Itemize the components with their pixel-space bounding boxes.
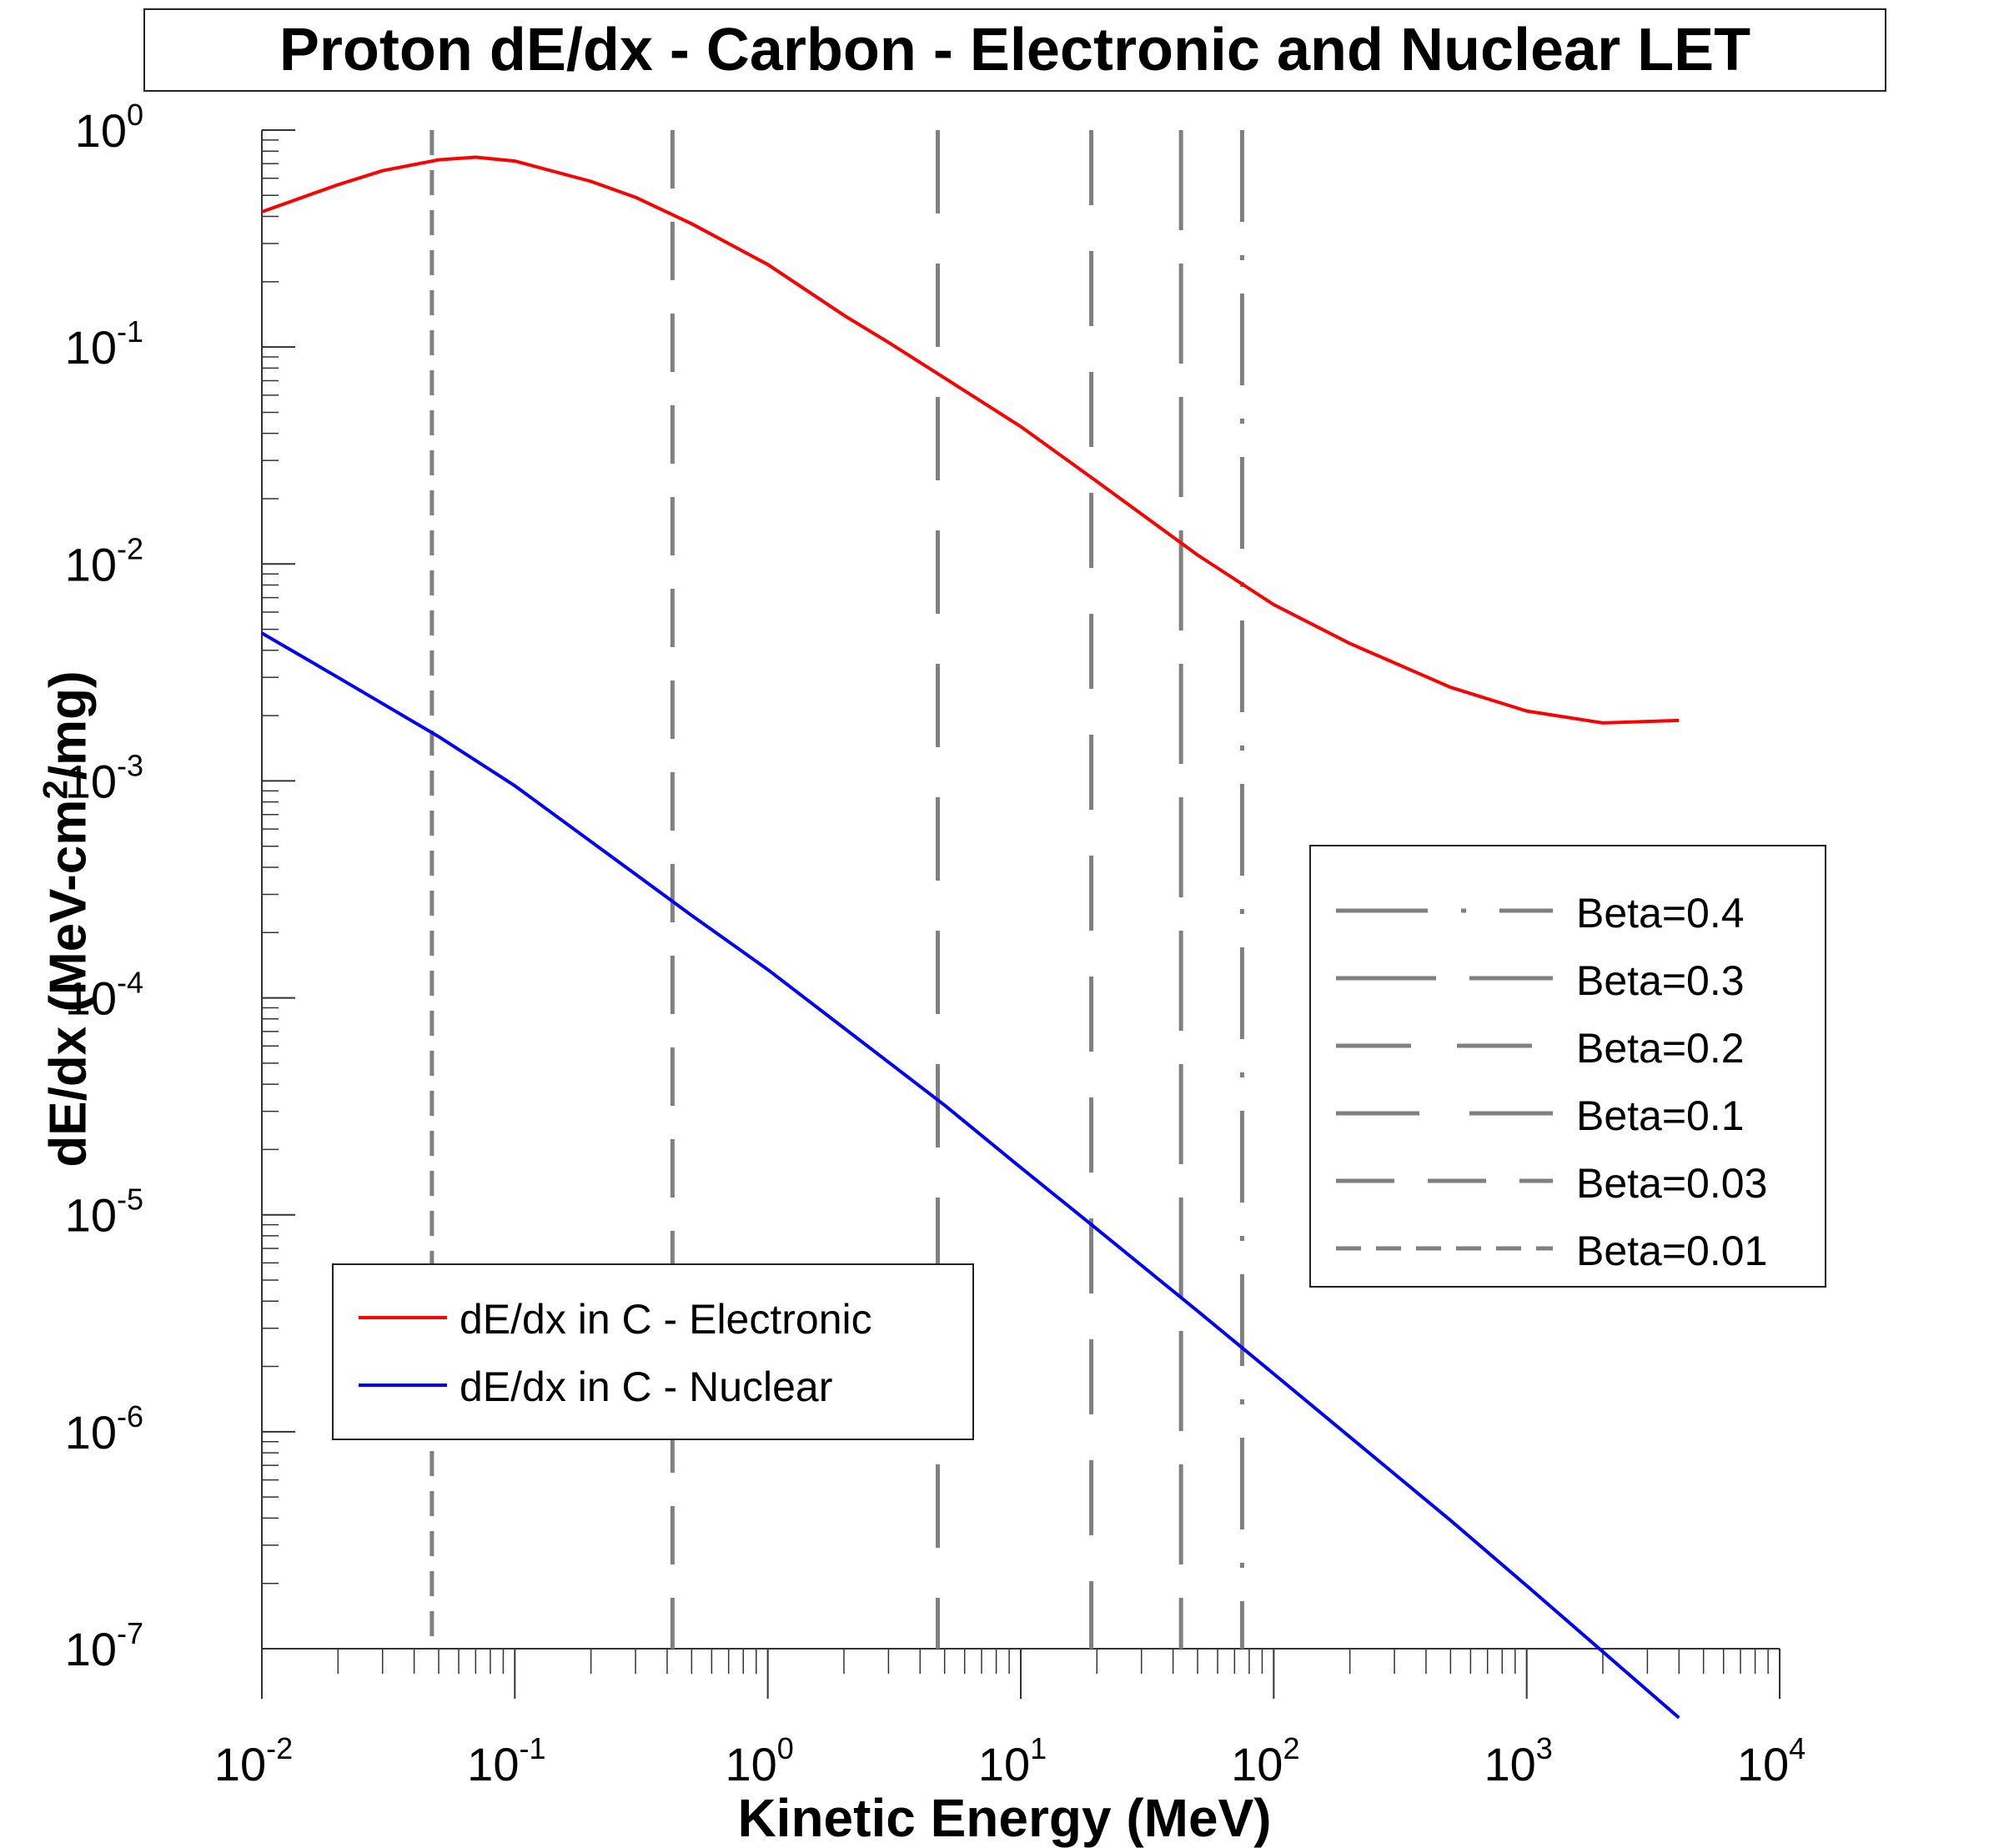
chart-title-box: Proton dE/dx - Carbon - Electronic and N… [143, 8, 1886, 92]
x-tick-label: 104 [1737, 1731, 1806, 1790]
y-tick-label: 10-7 [65, 1616, 143, 1675]
y-tick-label: 10-3 [65, 748, 143, 807]
y-tick-label: 100 [75, 98, 143, 157]
legend-label-beta-0.03: Beta=0.03 [1576, 1160, 1768, 1207]
x-tick-label: 103 [1484, 1731, 1553, 1790]
legend-label-beta-0.4: Beta=0.4 [1576, 890, 1745, 937]
legend-beta-swatches [1336, 908, 1553, 1251]
chart-title: Proton dE/dx - Carbon - Electronic and N… [279, 17, 1751, 83]
y-tick-label: 10-2 [65, 531, 143, 590]
y-axis-label: dE/dx (MeV-cm2/mg) [36, 670, 98, 1167]
legend-label-electronic: dE/dx in C - Electronic [460, 1296, 872, 1343]
y-tick-label: 10-1 [65, 314, 143, 374]
legend-curves: dE/dx in C - Electronic dE/dx in C - Nuc… [332, 1263, 974, 1440]
y-tick-label: 10-4 [65, 966, 143, 1025]
legend-curves-swatches [359, 1316, 447, 1387]
y-tick-label: 10-6 [65, 1399, 143, 1459]
y-axis-label-end: /mg) [39, 670, 98, 781]
legend-label-beta-0.01: Beta=0.01 [1576, 1228, 1768, 1274]
legend-label-beta-0.3: Beta=0.3 [1576, 957, 1745, 1004]
axes-frame [261, 129, 1780, 1699]
x-tick-label: 102 [1231, 1731, 1299, 1790]
y-axis-label-sup: 2 [35, 780, 75, 800]
legend-label-beta-0.2: Beta=0.2 [1576, 1025, 1745, 1072]
x-tick-label: 100 [726, 1731, 794, 1790]
x-tick-label: 101 [978, 1731, 1047, 1790]
x-tick-label: 10-2 [214, 1731, 293, 1790]
x-tick-label: 10-1 [467, 1731, 545, 1790]
data-series [260, 155, 1680, 1720]
y-tick-label: 10-5 [65, 1183, 143, 1242]
y-axis-label-main: dE/dx (MeV-cm [39, 799, 98, 1168]
tick-labels: 100 10-1 10-2 10-3 10-4 10-5 10-6 10-7 10-2 10-1 1… [65, 98, 1806, 1790]
series-nuclear-line [260, 631, 1680, 1720]
legend-beta: Beta=0.4 Beta=0.3 Beta=0.2 Beta=0.1 Beta… [1309, 845, 1826, 1288]
legend-label-nuclear: dE/dx in C - Nuclear [460, 1363, 833, 1410]
legend-label-beta-0.1: Beta=0.1 [1576, 1092, 1745, 1139]
x-axis-label: Kinetic Energy (MeV) [737, 1788, 1272, 1848]
series-electronic-line [261, 155, 1680, 725]
